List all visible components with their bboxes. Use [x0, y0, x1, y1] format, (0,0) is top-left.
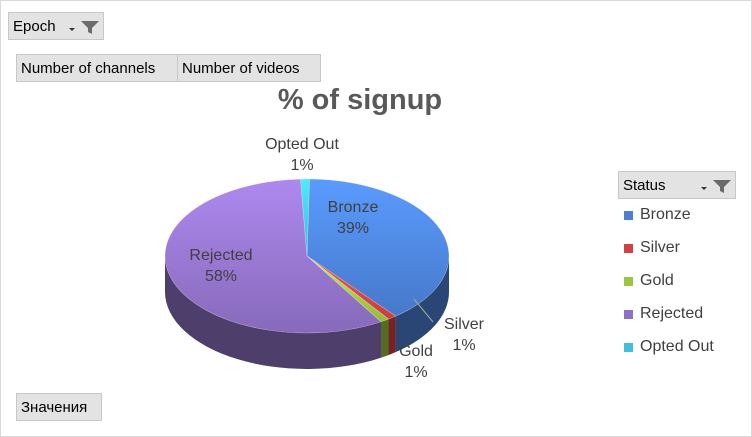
- epoch-filter-button[interactable]: Epoch: [8, 12, 104, 40]
- field-label: Number of videos: [182, 59, 300, 77]
- data-label-value: 58%: [205, 268, 237, 285]
- chart-title: % of signup: [277, 84, 443, 116]
- data-label-value: 1%: [452, 337, 475, 354]
- leader-line: [413, 298, 434, 323]
- legend-swatch: [624, 342, 633, 352]
- legend-label: Rejected: [640, 305, 704, 322]
- pie-slice-opted-out[interactable]: [300, 178, 310, 257]
- legend-label: Bronze: [640, 206, 691, 223]
- data-label-category: Silver: [444, 316, 485, 333]
- pie-side-walls: [165, 256, 449, 370]
- field-number-of-videos[interactable]: Number of videos: [177, 54, 321, 82]
- field-label: Number of channels: [21, 59, 156, 77]
- data-label-value: 39%: [337, 220, 369, 237]
- legend-swatch: [624, 243, 633, 253]
- data-label-category: Bronze: [328, 199, 379, 216]
- data-label-value: 1%: [404, 364, 427, 381]
- pie-side-bronze: [395, 256, 449, 353]
- pie-side-rejected: [165, 256, 381, 370]
- legend-item-gold[interactable]: Gold: [624, 272, 674, 290]
- data-label-category: Rejected: [189, 247, 252, 264]
- legend-title: Status: [623, 176, 666, 194]
- legend-label: Opted Out: [640, 338, 714, 355]
- legend-swatch: [624, 276, 633, 286]
- epoch-label: Epoch: [13, 17, 56, 35]
- pie-slice-rejected[interactable]: [164, 178, 382, 334]
- data-label-category: Gold: [399, 343, 433, 360]
- data-label-value: 1%: [290, 157, 313, 174]
- status-filter-button[interactable]: Status: [618, 171, 736, 199]
- pie-side-gold: [380, 319, 389, 358]
- legend-label: Silver: [640, 239, 681, 256]
- legend-swatch: [624, 309, 633, 319]
- pie-slice-silver[interactable]: [306, 255, 397, 320]
- values-field-button[interactable]: Значения: [16, 393, 102, 421]
- data-label-category: Opted Out: [265, 136, 339, 153]
- filter-icon[interactable]: [67, 19, 101, 39]
- legend-swatch: [624, 210, 633, 220]
- data-labels: Bronze 39% Silver 1% Gold 1% Rejected 58% Opted …: [189, 136, 484, 381]
- pie-slice-gold[interactable]: [306, 255, 390, 323]
- legend-item-bronze[interactable]: Bronze: [624, 206, 691, 224]
- filter-icon[interactable]: [699, 178, 733, 198]
- pie-top: [164, 178, 450, 334]
- field-number-of-channels[interactable]: Number of channels: [16, 54, 178, 82]
- values-label: Значения: [21, 398, 88, 416]
- legend-label: Gold: [640, 272, 674, 289]
- pie-side-silver: [388, 316, 396, 356]
- legend-item-silver[interactable]: Silver: [624, 239, 680, 257]
- pie-slice-bronze[interactable]: [306, 178, 450, 317]
- legend-item-rejected[interactable]: Rejected: [624, 305, 703, 323]
- legend-item-opted-out[interactable]: Opted Out: [624, 338, 714, 356]
